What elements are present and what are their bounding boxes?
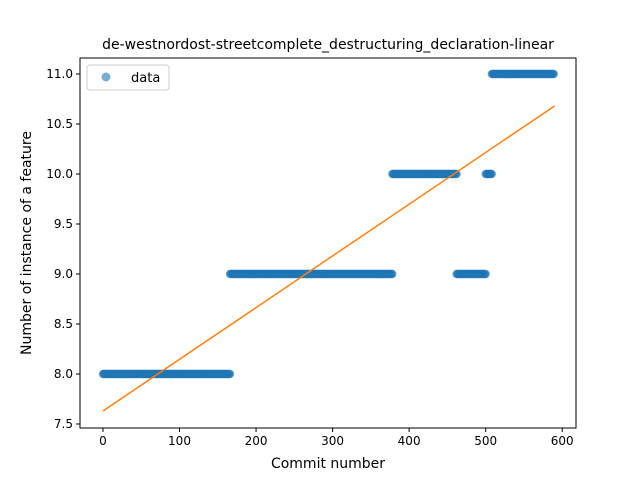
x-tick-label: 0 [99,434,107,448]
legend: data [86,64,170,91]
x-tick-label: 400 [398,434,421,448]
data-point [487,169,496,179]
x-tick-label: 200 [245,434,268,448]
fit-lines [102,105,555,412]
y-tick-label: 9.0 [54,267,73,281]
y-axis-label: Number of instance of a feature [19,131,35,355]
data-points [98,69,558,379]
legend-label-data: data [131,71,160,86]
data-point [549,69,558,79]
x-tick-label: 600 [551,434,574,448]
data-point [225,369,235,379]
y-tick-label: 10.5 [46,117,73,131]
data-point [388,269,397,279]
y-tick-label: 10.0 [46,167,73,181]
y-tick-label: 8.0 [54,367,73,381]
legend-marker-data [101,72,111,82]
x-axis-label: Commit number [271,456,385,472]
y-tick-label: 9.5 [54,217,73,231]
data-point [481,269,490,279]
legend-box [86,64,170,91]
x-tick-label: 300 [321,434,344,448]
y-tick-label: 11.0 [46,67,73,81]
x-tick-label: 100 [168,434,191,448]
trend-line [102,105,555,412]
data-point [452,169,461,179]
x-axis-ticks: 0 100 200 300 400 500 600 [99,428,574,448]
plot-area [79,57,577,429]
x-tick-label: 500 [474,434,497,448]
y-tick-label: 7.5 [54,417,73,431]
y-tick-label: 8.5 [54,317,73,331]
y-axis-ticks: 7.5 8.0 8.5 9.0 9.5 10.0 10.5 11.0 [46,67,80,431]
axes-frame [79,57,577,429]
chart-title: de-westnordost-streetcomplete_destructur… [102,37,554,53]
